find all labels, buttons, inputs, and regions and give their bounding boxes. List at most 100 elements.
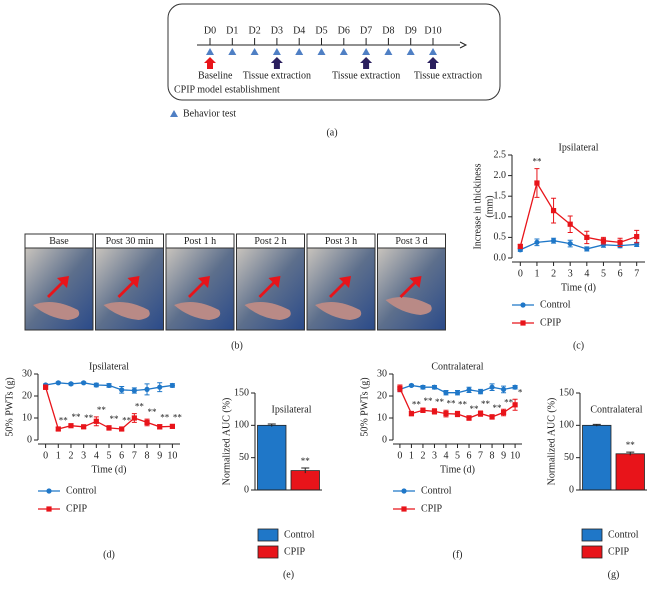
point	[93, 382, 99, 388]
panel-label: (c)	[573, 340, 584, 351]
behavior-test	[384, 48, 393, 55]
tissue-label: Tissue extraction	[414, 70, 482, 81]
paw	[103, 301, 150, 320]
photo-label: Post 3 h	[325, 236, 357, 247]
photo-label: Base	[49, 236, 69, 247]
behavior-test	[250, 48, 259, 55]
x-tick-label: 3	[568, 268, 573, 279]
point	[634, 233, 640, 240]
point	[512, 402, 518, 408]
y-tick-label: 100	[559, 420, 574, 431]
photo	[377, 247, 446, 331]
day-label: D5	[315, 25, 327, 36]
bar	[615, 453, 645, 491]
chart-title: Ipsilateral	[272, 404, 312, 415]
behavior-test	[295, 48, 304, 55]
y-axis-label: (mm)	[484, 195, 495, 217]
x-tick-label: 9	[157, 450, 162, 461]
point	[55, 426, 61, 432]
y-axis-label: Normalized AUC (%)	[221, 398, 232, 486]
x-tick-label: 5	[107, 450, 112, 461]
x-tick-label: 2	[551, 268, 556, 279]
photo-arrow	[258, 276, 281, 298]
x-tick-label: 6	[467, 450, 472, 461]
significance: **	[532, 157, 542, 167]
point	[550, 208, 557, 214]
x-tick-label: 0	[43, 450, 48, 461]
significance: **	[173, 413, 183, 423]
point	[431, 408, 438, 414]
point	[68, 381, 74, 387]
significance: **	[446, 398, 456, 408]
chart-title: Contralateral	[590, 404, 642, 415]
error-bar	[592, 423, 601, 427]
timeline-box	[167, 3, 501, 101]
photo-arrow	[188, 276, 210, 298]
photo-label: Post 1 h	[184, 236, 216, 247]
point	[169, 382, 175, 389]
point	[157, 384, 163, 390]
arrow	[427, 57, 439, 69]
panel-label: (a)	[326, 127, 337, 138]
significance: *	[518, 387, 523, 397]
day-label: D6	[338, 25, 350, 36]
point	[106, 425, 112, 431]
day-label: D9	[405, 25, 417, 36]
significance: **	[423, 396, 433, 406]
legend-marker	[401, 506, 407, 512]
day-label: D8	[382, 25, 394, 36]
legend-label: Control	[284, 529, 315, 540]
y-axis-label: Normalized AUC (%)	[546, 398, 557, 486]
significance: **	[148, 407, 158, 417]
x-tick-label: 7	[478, 450, 483, 461]
x-axis-label: Time (d)	[440, 464, 475, 475]
significance: **	[504, 397, 514, 407]
point	[477, 389, 484, 395]
behavior-test	[362, 48, 371, 55]
photo-label: Post 30 min	[106, 236, 154, 247]
x-tick-label: 6	[618, 268, 623, 279]
arrow	[204, 57, 216, 69]
chart-title: Ipsilateral	[559, 142, 599, 153]
y-tick-label: 0.5	[494, 232, 507, 243]
legend-marker	[520, 320, 526, 326]
y-tick-label: 0.0	[494, 252, 507, 263]
x-tick-label: 8	[490, 450, 495, 461]
panel-label: (d)	[103, 549, 115, 560]
point	[567, 240, 573, 247]
legend-marker	[46, 488, 52, 494]
legend-label: CPIP	[421, 503, 443, 514]
significance: **	[412, 399, 422, 409]
point	[81, 424, 87, 430]
x-tick-label: 1	[409, 450, 414, 461]
paw	[174, 301, 221, 320]
point	[131, 415, 137, 421]
photo-arrow	[329, 276, 351, 298]
point	[397, 385, 403, 391]
legend-label: CPIP	[608, 546, 630, 557]
x-tick-label: 10	[510, 450, 520, 461]
day-label: D1	[226, 25, 238, 36]
point	[443, 390, 449, 396]
point	[119, 426, 125, 432]
x-tick-label: 7	[634, 268, 639, 279]
y-tick-label: 2.0	[494, 170, 507, 181]
day-label: D3	[271, 25, 283, 36]
behavior-test	[228, 48, 237, 55]
paw	[244, 301, 291, 320]
y-tick-label: 1.0	[494, 211, 507, 222]
y-tick-label: 20	[377, 390, 387, 401]
significance: **	[97, 405, 107, 415]
point	[466, 415, 472, 421]
legend-marker	[520, 302, 526, 308]
day-label: D4	[293, 25, 305, 36]
photo-label: Post 2 h	[254, 236, 286, 247]
significance: **	[122, 415, 132, 425]
photo-arrow	[117, 276, 140, 298]
point	[131, 387, 137, 394]
legend-label: Behavior test	[183, 108, 236, 119]
y-tick-label: 50	[564, 452, 574, 463]
point	[466, 387, 472, 393]
y-tick-label: 150	[234, 387, 249, 398]
y-tick-label: 150	[559, 387, 574, 398]
